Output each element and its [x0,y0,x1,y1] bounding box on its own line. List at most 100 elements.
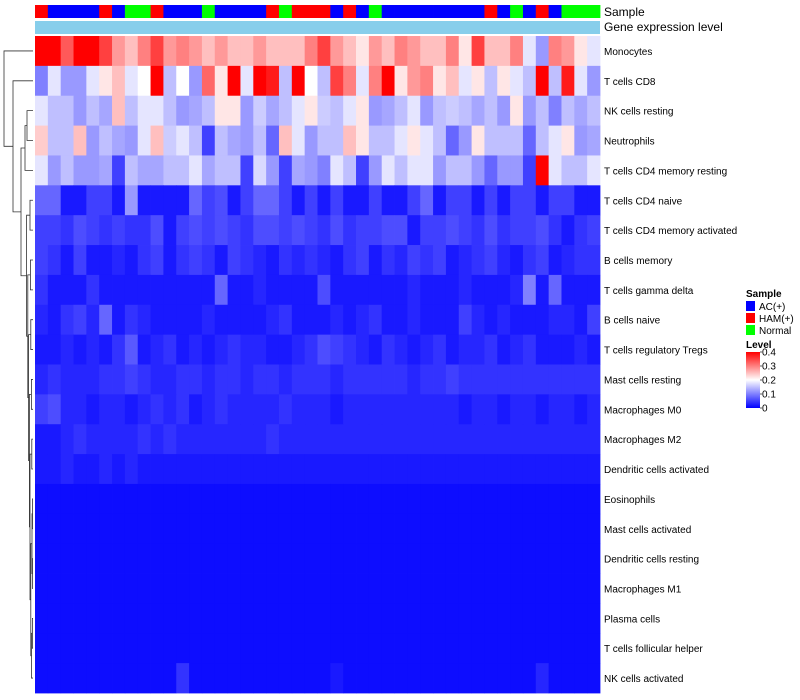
heatmap-cell [253,513,267,545]
heatmap-cell [266,185,280,216]
heatmap-cell [522,364,537,395]
heatmap-cell [214,185,229,216]
dendrogram-branch [31,379,33,410]
heatmap-cell [484,155,498,186]
heatmap-cell [548,573,562,604]
heatmap-cell [112,334,126,365]
heatmap-cell [471,513,485,545]
heatmap-cell [137,215,151,246]
heatmap-cell [304,543,318,574]
heatmap-cell [47,603,62,634]
heatmap-cell [86,125,100,156]
heatmap-cell [278,125,293,156]
heatmap-cell [291,543,306,574]
heatmap-cell [99,155,113,186]
heatmap-cell [561,95,575,126]
heatmap-cell [47,65,62,97]
heatmap-cell [214,65,229,97]
heatmap-cell [150,424,164,455]
heatmap-cell [394,304,408,336]
heatmap-cell [227,633,241,664]
heatmap-cell [330,483,344,515]
heatmap-cell [510,65,524,97]
heatmap-cell [471,334,485,365]
heatmap-cell [266,274,280,306]
heatmap-cell [330,334,344,365]
heatmap-cell [47,364,62,395]
heatmap-cell [73,304,87,336]
sample-annotation-cell [330,5,344,18]
heatmap-cell [471,95,485,126]
heatmap-cell [227,663,241,694]
heatmap-cell [176,155,190,186]
heatmap-cell [137,274,151,306]
legend-label: HAM(+) [759,314,794,325]
heatmap-cell [535,543,550,574]
heatmap-cell [86,424,100,455]
heatmap-cell [291,483,306,515]
heatmap-cell [433,483,447,515]
heatmap-cell [291,155,306,186]
heatmap-cell [150,95,164,126]
heatmap-cell [317,125,331,156]
heatmap-cell [407,274,421,306]
heatmap-cell [343,95,357,126]
sample-annotation-cell [240,5,254,18]
heatmap-cell [112,155,126,186]
sample-annotation-cell [368,5,383,18]
heatmap-cell [497,185,511,216]
heatmap-cell [343,513,357,545]
heatmap-cell [522,633,537,664]
heatmap-cell [240,334,254,365]
heatmap-cell [124,424,139,455]
heatmap-cell [60,573,74,604]
heatmap-cell [587,36,601,67]
heatmap-cell [471,663,485,694]
heatmap-cell [201,573,216,604]
heatmap-cell [189,185,203,216]
heatmap-cell [266,573,280,604]
heatmap-cell [484,125,498,156]
heatmap-cell [548,36,562,67]
heatmap-cell [86,215,100,246]
heatmap-cell [356,573,370,604]
heatmap-cell [35,125,49,156]
heatmap-cell [510,155,524,186]
heatmap-cell [73,663,87,694]
heatmap-cell [574,155,588,186]
heatmap-cell [240,513,254,545]
heatmap-cell [227,394,241,425]
heatmap-cell [35,454,49,485]
heatmap-cell [330,603,344,634]
row-label: T cells CD4 memory resting [604,166,727,177]
heatmap-cell [356,543,370,574]
row-label: Macrophages M0 [604,405,682,416]
heatmap-cell [176,543,190,574]
heatmap-cell [214,364,229,395]
heatmap-cell [317,454,331,485]
heatmap-cell [163,454,177,485]
heatmap-cell [291,334,306,365]
heatmap-cell [163,155,177,186]
heatmap-cell [330,125,344,156]
heatmap-cell [458,394,472,425]
sample-annotation-cell [137,5,151,18]
heatmap-cell [471,65,485,97]
heatmap-cell [317,274,331,306]
heatmap-cell [150,603,164,634]
heatmap-cells [35,36,601,694]
heatmap-cell [240,155,254,186]
heatmap-cell [47,215,62,246]
heatmap-cell [368,274,383,306]
heatmap-cell [227,603,241,634]
heatmap-cell [561,513,575,545]
heatmap-cell [510,603,524,634]
heatmap-cell [317,65,331,97]
heatmap-cell [484,394,498,425]
heatmap-cell [240,483,254,515]
heatmap-cell [112,424,126,455]
heatmap-cell [86,95,100,126]
heatmap-cell [150,274,164,306]
heatmap-cell [561,185,575,216]
